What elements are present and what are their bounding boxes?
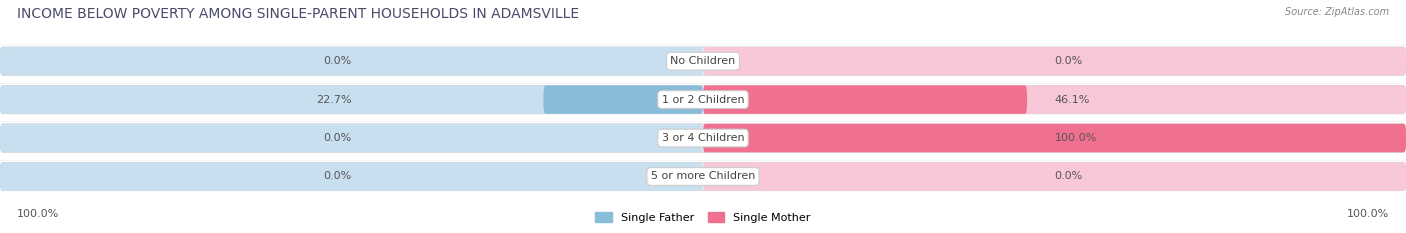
- FancyBboxPatch shape: [543, 86, 703, 114]
- Text: 5 or more Children: 5 or more Children: [651, 171, 755, 182]
- Text: 0.0%: 0.0%: [323, 171, 352, 182]
- FancyBboxPatch shape: [703, 47, 1406, 75]
- Legend: Single Father, Single Mother: Single Father, Single Mother: [591, 208, 815, 227]
- Text: 46.1%: 46.1%: [1054, 95, 1090, 105]
- FancyBboxPatch shape: [703, 124, 1406, 152]
- Text: Source: ZipAtlas.com: Source: ZipAtlas.com: [1285, 7, 1389, 17]
- FancyBboxPatch shape: [0, 47, 703, 75]
- Text: 100.0%: 100.0%: [17, 209, 59, 219]
- Text: 22.7%: 22.7%: [316, 95, 352, 105]
- FancyBboxPatch shape: [0, 124, 703, 152]
- FancyBboxPatch shape: [703, 162, 1406, 191]
- FancyBboxPatch shape: [703, 86, 1028, 114]
- FancyBboxPatch shape: [0, 86, 703, 114]
- FancyBboxPatch shape: [703, 86, 1406, 114]
- Text: 0.0%: 0.0%: [1054, 56, 1083, 66]
- Text: 1 or 2 Children: 1 or 2 Children: [662, 95, 744, 105]
- FancyBboxPatch shape: [703, 124, 1406, 152]
- Text: 0.0%: 0.0%: [323, 133, 352, 143]
- FancyBboxPatch shape: [0, 124, 1406, 152]
- FancyBboxPatch shape: [0, 162, 703, 191]
- Text: 100.0%: 100.0%: [1054, 133, 1097, 143]
- Text: 100.0%: 100.0%: [1347, 209, 1389, 219]
- FancyBboxPatch shape: [0, 86, 1406, 114]
- Text: 3 or 4 Children: 3 or 4 Children: [662, 133, 744, 143]
- Text: No Children: No Children: [671, 56, 735, 66]
- Text: 0.0%: 0.0%: [1054, 171, 1083, 182]
- FancyBboxPatch shape: [0, 47, 1406, 75]
- Text: 0.0%: 0.0%: [323, 56, 352, 66]
- FancyBboxPatch shape: [0, 162, 1406, 191]
- Text: INCOME BELOW POVERTY AMONG SINGLE-PARENT HOUSEHOLDS IN ADAMSVILLE: INCOME BELOW POVERTY AMONG SINGLE-PARENT…: [17, 7, 579, 21]
